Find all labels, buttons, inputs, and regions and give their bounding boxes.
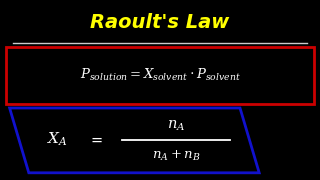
Text: $n_A$: $n_A$ xyxy=(167,118,185,133)
Text: $P_{solution} = \mathit{X}_{solvent} \cdot P_{solvent}$: $P_{solution} = \mathit{X}_{solvent} \cd… xyxy=(80,67,240,83)
Text: $n_A + n_B$: $n_A + n_B$ xyxy=(152,149,200,163)
Text: $=$: $=$ xyxy=(88,132,104,147)
Text: $\mathit{X}_A$: $\mathit{X}_A$ xyxy=(47,131,68,148)
Text: Raoult's Law: Raoult's Law xyxy=(90,13,230,32)
